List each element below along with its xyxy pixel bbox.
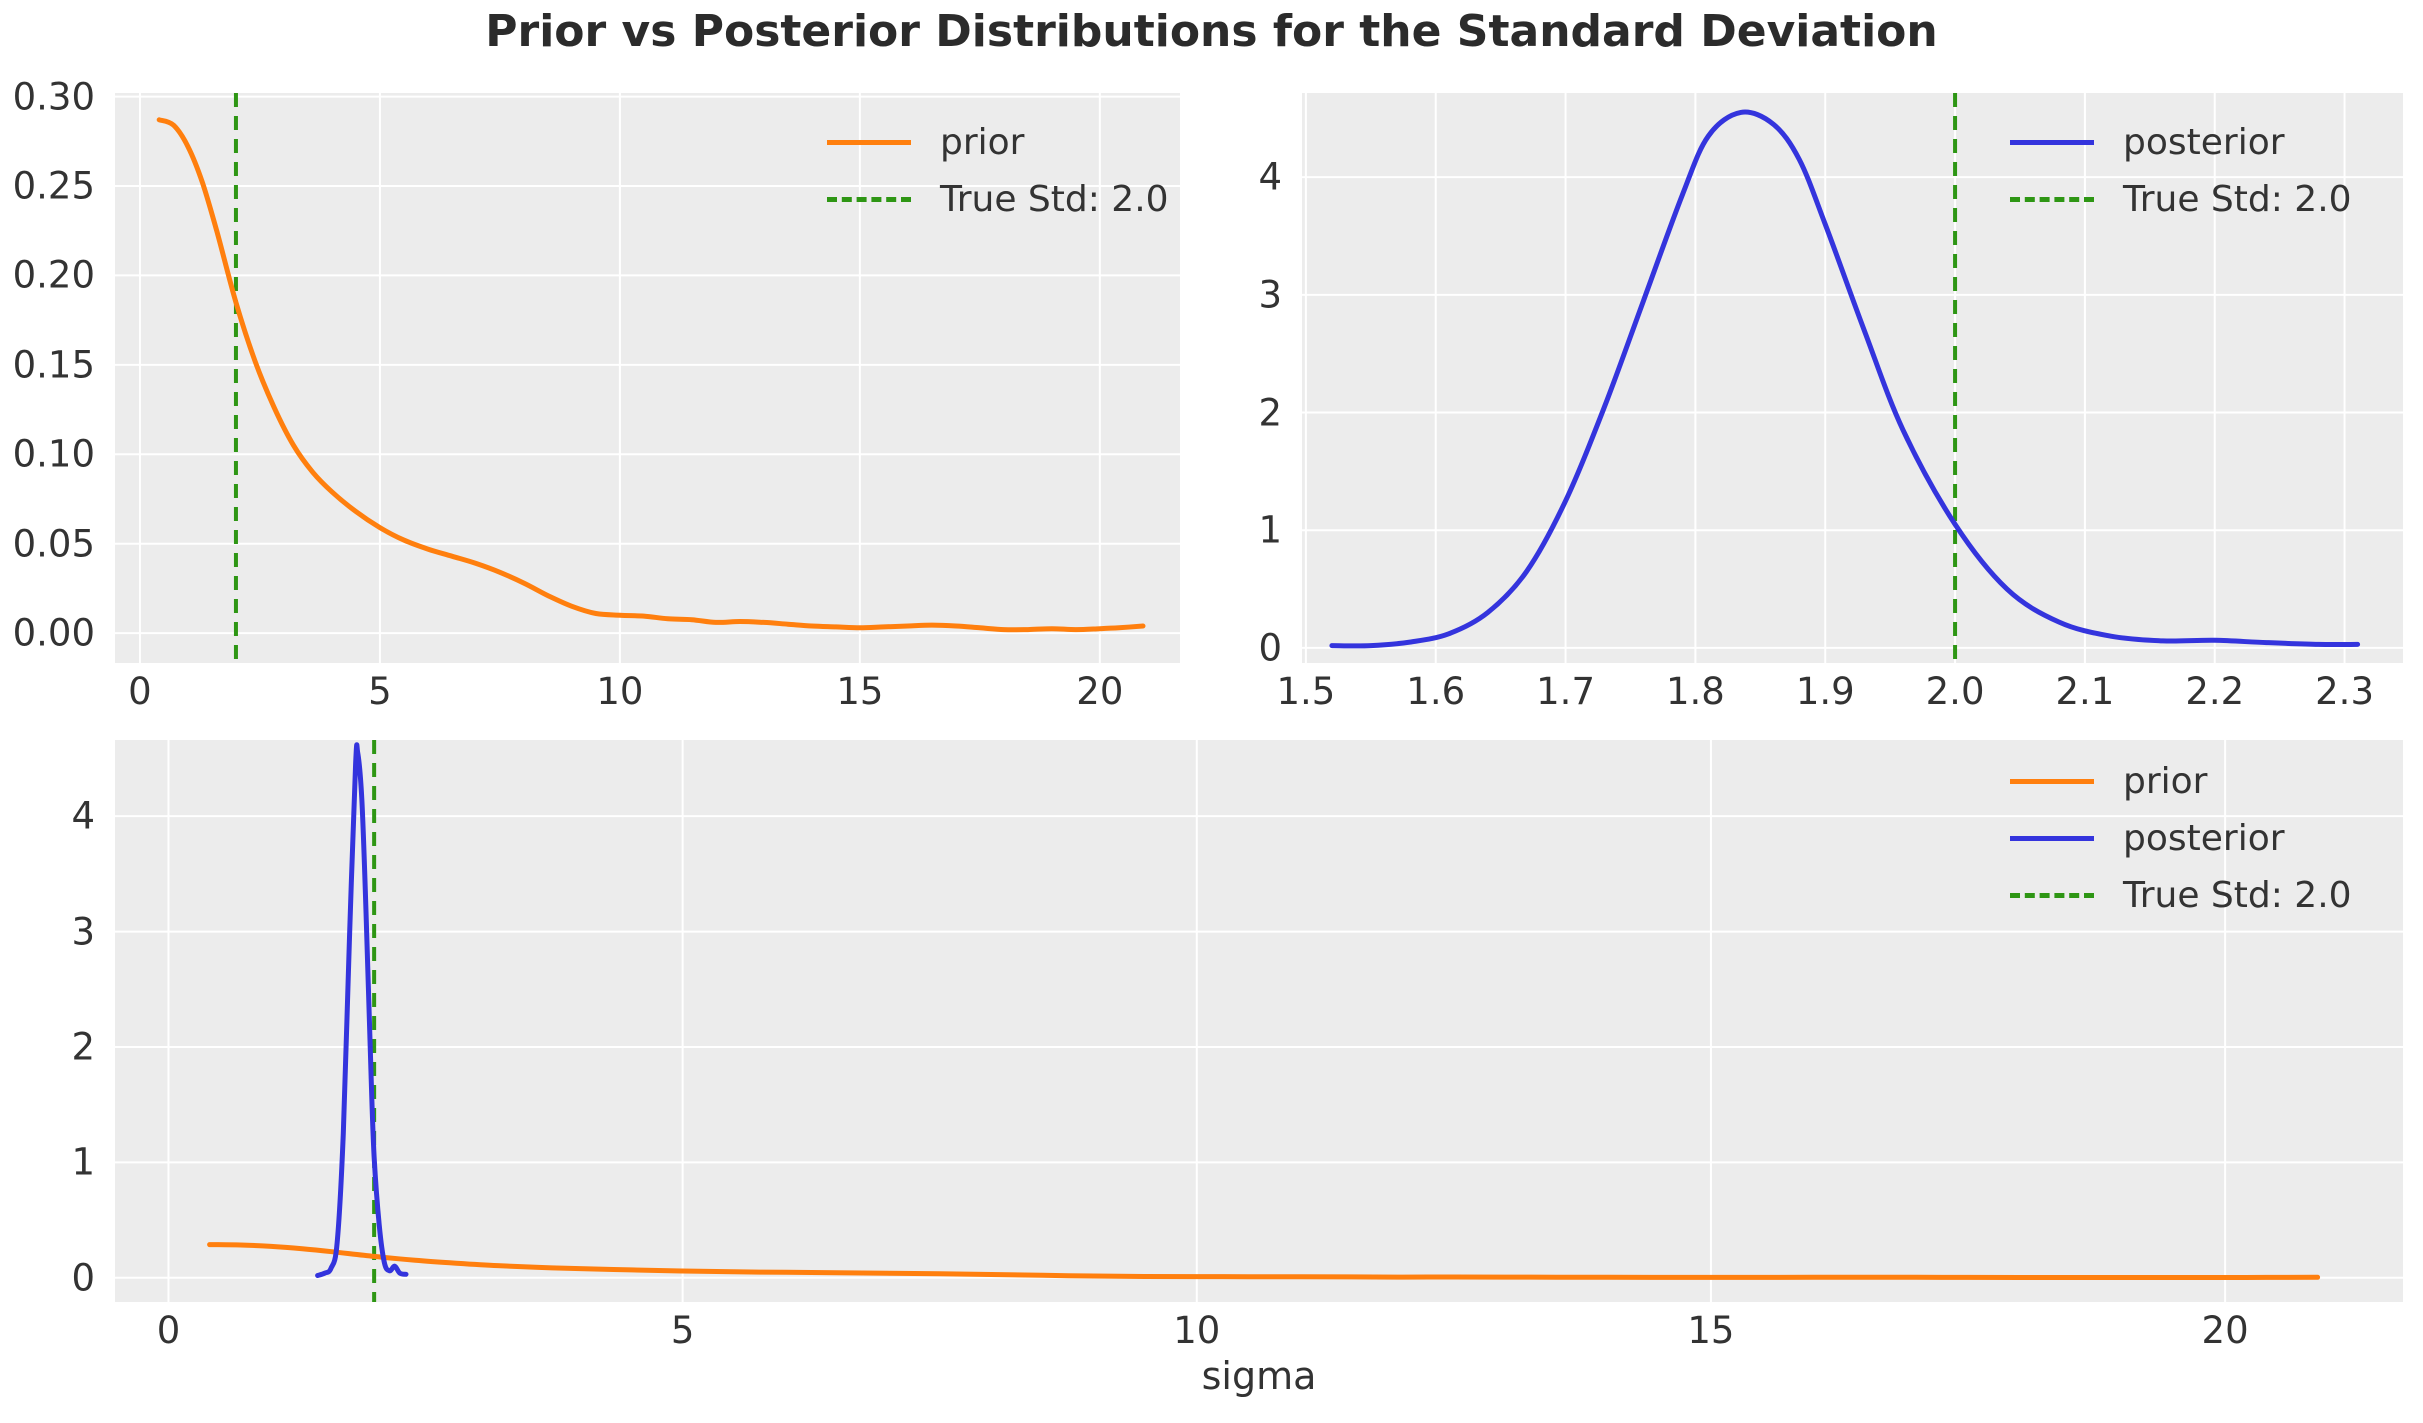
x-tick-label: 20	[2201, 1309, 2249, 1352]
x-tick-label: 15	[836, 670, 884, 713]
y-tick-label: 0	[1258, 626, 1282, 670]
legend-line-solid	[827, 140, 911, 145]
y-tick-label: 1	[1258, 508, 1282, 552]
y-tick-label: 4	[1258, 155, 1282, 199]
x-tick-label: 20	[1076, 670, 1124, 713]
posterior-curve	[315, 742, 409, 1278]
prior-curve	[207, 1242, 2321, 1281]
posterior-subplot	[1302, 93, 2403, 663]
legend-label: True Std: 2.0	[2123, 875, 2352, 916]
legend-line-solid	[2010, 836, 2094, 841]
x-tick-label: 1.5	[1276, 670, 1336, 713]
x-tick-label: 2.1	[2055, 670, 2115, 713]
x-tick-label: 1.9	[1795, 670, 1855, 713]
x-tick-label: 2.0	[1925, 670, 1985, 713]
x-tick-label: 10	[1173, 1309, 1221, 1352]
y-tick-label: 0.10	[12, 432, 95, 476]
x-tick-label: 0	[128, 670, 152, 713]
y-tick-label: 0.05	[12, 522, 95, 566]
prior-canvas	[115, 93, 1180, 663]
y-tick-label: 0.30	[12, 75, 95, 119]
posterior-curve	[1329, 109, 2361, 649]
legend-label: prior	[940, 122, 1025, 163]
legend-line-solid	[2010, 140, 2094, 145]
x-tick-label: 5	[670, 1309, 695, 1352]
legend-label: posterior	[2123, 818, 2285, 859]
x-tick-label: 2.2	[2185, 670, 2245, 713]
legend-line-solid	[2010, 779, 2094, 784]
y-tick-label: 2	[1258, 391, 1282, 435]
y-tick-label: 1	[71, 1140, 95, 1184]
x-tick-label: 5	[368, 670, 392, 713]
y-tick-label: 0.00	[12, 611, 95, 655]
legend-label: True Std: 2.0	[2123, 179, 2352, 220]
x-tick-label: 1.8	[1665, 670, 1725, 713]
y-tick-label: 0.25	[12, 164, 95, 208]
y-tick-label: 3	[1258, 273, 1282, 317]
legend-label: posterior	[2123, 122, 2285, 163]
legend-label: prior	[2123, 761, 2208, 802]
legend-line-dashed	[2010, 893, 2094, 898]
y-tick-label: 0	[71, 1256, 95, 1300]
x-axis-label: sigma	[1201, 1354, 1317, 1398]
x-tick-label: 15	[1687, 1309, 1735, 1352]
x-tick-label: 1.7	[1536, 670, 1595, 713]
legend-line-dashed	[827, 197, 911, 202]
y-tick-label: 3	[71, 910, 95, 954]
legend-line-dashed	[2010, 197, 2094, 202]
y-tick-label: 0.15	[12, 343, 95, 387]
y-tick-label: 2	[71, 1025, 95, 1069]
x-tick-label: 0	[156, 1309, 181, 1352]
prior-subplot	[115, 93, 1180, 663]
legend-label: True Std: 2.0	[940, 179, 1169, 220]
y-tick-label: 0.20	[12, 253, 95, 297]
y-tick-label: 4	[71, 794, 95, 838]
combined-canvas	[115, 740, 2403, 1302]
x-tick-label: 1.6	[1406, 670, 1466, 713]
figure-title: Prior vs Posterior Distributions for the…	[485, 6, 1938, 57]
posterior-canvas	[1302, 93, 2403, 663]
prior-curve	[156, 117, 1146, 633]
x-tick-label: 10	[596, 670, 644, 713]
x-tick-label: 2.3	[2315, 670, 2374, 713]
combined-subplot	[115, 740, 2403, 1302]
